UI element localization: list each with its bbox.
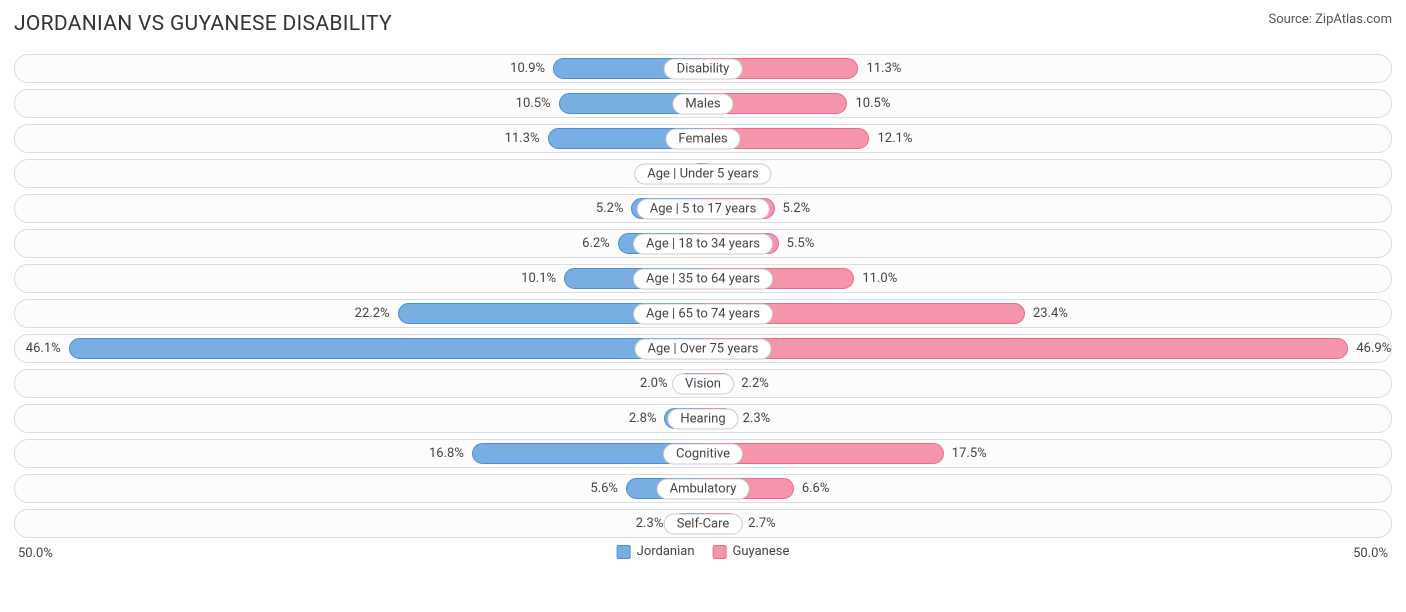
value-left: 46.1%	[26, 335, 67, 362]
chart-header: JORDANIAN VS GUYANESE DISABILITY Source:…	[14, 12, 1392, 36]
value-left: 6.2%	[582, 230, 616, 257]
category-label: Age | Over 75 years	[635, 338, 772, 359]
value-left: 16.8%	[429, 440, 470, 467]
value-left: 5.2%	[596, 195, 630, 222]
chart-row: 10.1% 11.0% Age | 35 to 64 years	[14, 264, 1392, 293]
value-right: 11.0%	[856, 265, 897, 292]
value-right: 11.3%	[860, 55, 901, 82]
value-right: 5.2%	[777, 195, 811, 222]
category-label: Age | 65 to 74 years	[633, 303, 773, 324]
category-label: Cognitive	[663, 443, 743, 464]
legend-label-left: Jordanian	[637, 544, 695, 559]
value-right: 2.2%	[735, 370, 769, 397]
chart-title: JORDANIAN VS GUYANESE DISABILITY	[14, 12, 392, 36]
chart-source: Source: ZipAtlas.com	[1268, 12, 1392, 27]
value-right: 12.1%	[871, 125, 912, 152]
category-label: Hearing	[667, 408, 738, 429]
axis-max-left: 50.0%	[18, 546, 53, 561]
chart-row: 16.8% 17.5% Cognitive	[14, 439, 1392, 468]
chart-row: 2.8% 2.3%Hearing	[14, 404, 1392, 433]
category-label: Age | Under 5 years	[634, 163, 771, 184]
category-label: Vision	[672, 373, 734, 394]
chart-row: 2.3%2.7%Self-Care	[14, 509, 1392, 538]
chart-footer: 50.0% Jordanian Guyanese 50.0%	[14, 544, 1392, 568]
value-left: 10.1%	[521, 265, 562, 292]
diverging-bar-chart: 10.9% 11.3% Disability 10.5% 10.5% Males 11.3%…	[14, 54, 1392, 538]
legend-item-right: Guyanese	[713, 544, 790, 559]
legend-item-left: Jordanian	[617, 544, 695, 559]
value-left: 10.5%	[516, 90, 557, 117]
bar-left	[69, 338, 703, 359]
category-label: Females	[665, 128, 740, 149]
chart-row: 11.3% 12.1% Females	[14, 124, 1392, 153]
chart-row: 46.1% 46.9% Age | Over 75 years	[14, 334, 1392, 363]
category-label: Males	[672, 93, 733, 114]
bar-right	[703, 338, 1348, 359]
legend-label-right: Guyanese	[733, 544, 790, 559]
value-right: 46.9%	[1350, 335, 1391, 362]
value-right: 5.5%	[781, 230, 815, 257]
chart-row: 22.2% 23.4% Age | 65 to 74 years	[14, 299, 1392, 328]
axis-max-right: 50.0%	[1353, 546, 1388, 561]
chart-row: 5.6% 6.6% Ambulatory	[14, 474, 1392, 503]
legend-swatch-right	[713, 545, 727, 559]
chart-legend: Jordanian Guyanese	[617, 544, 790, 559]
category-label: Self-Care	[664, 513, 743, 534]
value-left: 5.6%	[590, 475, 624, 502]
category-label: Ambulatory	[657, 478, 750, 499]
value-left: 10.9%	[510, 55, 551, 82]
category-label: Age | 18 to 34 years	[633, 233, 773, 254]
chart-row: 5.2% 5.2% Age | 5 to 17 years	[14, 194, 1392, 223]
value-right: 6.6%	[796, 475, 830, 502]
value-left: 22.2%	[355, 300, 396, 327]
chart-row: 2.0% 2.2%Vision	[14, 369, 1392, 398]
category-label: Age | 5 to 17 years	[637, 198, 770, 219]
legend-swatch-left	[617, 545, 631, 559]
value-right: 2.7%	[742, 510, 776, 537]
value-right: 17.5%	[946, 440, 987, 467]
chart-row: 10.9% 11.3% Disability	[14, 54, 1392, 83]
value-left: 2.8%	[629, 405, 663, 432]
chart-row: 1.1%1.0%Age | Under 5 years	[14, 159, 1392, 188]
category-label: Disability	[664, 58, 743, 79]
value-right: 23.4%	[1027, 300, 1068, 327]
value-left: 2.0%	[640, 370, 674, 397]
chart-row: 6.2% 5.5% Age | 18 to 34 years	[14, 229, 1392, 258]
value-right: 2.3%	[737, 405, 771, 432]
chart-row: 10.5% 10.5% Males	[14, 89, 1392, 118]
value-left: 11.3%	[505, 125, 546, 152]
category-label: Age | 35 to 64 years	[633, 268, 773, 289]
value-right: 10.5%	[849, 90, 890, 117]
